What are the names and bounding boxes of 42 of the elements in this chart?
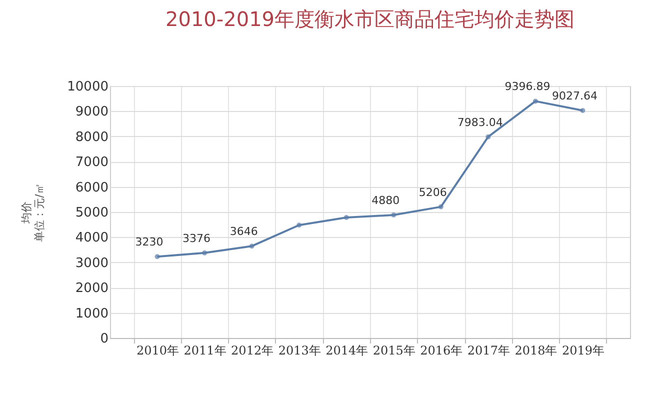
x-tick-label: 2018年 [514, 344, 558, 358]
point [438, 204, 444, 210]
x-tick-label: 2010年 [136, 344, 180, 358]
point [249, 244, 254, 249]
x-tick-label: 2013年 [278, 344, 321, 358]
point [391, 212, 396, 218]
x-tick-label: 2011年 [184, 344, 226, 358]
x-tick-label: 2014年 [326, 344, 368, 358]
x-tick-label: 2019年 [562, 344, 604, 358]
x-tick-label: 2017年 [467, 344, 510, 358]
point [296, 222, 302, 228]
data-label: 3646 [230, 225, 258, 238]
y-tick-label: 10000 [67, 80, 108, 94]
y-tick-label: 7000 [75, 155, 108, 170]
data-label: 4880 [372, 194, 400, 208]
chart-title: 2010-2019年度衡水市区商品住宅均价走势图 [165, 7, 575, 31]
y-tick-label: 0 [100, 332, 108, 346]
point [202, 250, 208, 256]
x-tick-label: 2016年 [420, 344, 463, 358]
y-tick-label: 5000 [75, 206, 108, 220]
text: 单位：元/㎡ [33, 183, 46, 242]
data-label: 9027.64 [552, 90, 598, 103]
data-label: 3376 [182, 232, 211, 245]
y-tick-label: 1000 [75, 306, 108, 322]
data-label: 5206 [418, 186, 447, 199]
y-tick-label: 6000 [75, 180, 108, 196]
point [486, 134, 491, 140]
y-axis-title: 均价 [20, 202, 34, 224]
point [154, 254, 160, 260]
data-label: 9396.89 [504, 80, 550, 94]
x-tick-label: 2012年 [231, 344, 274, 358]
x-tick-label: 2015年 [372, 344, 416, 358]
y-tick-label: 8000 [75, 130, 108, 145]
y-tick-label: 4000 [75, 230, 108, 246]
y-tick-label: 9000 [75, 104, 108, 120]
y-tick-label: 3000 [75, 256, 108, 271]
point [580, 108, 586, 113]
point [532, 98, 538, 104]
point [344, 215, 349, 220]
data-label: 3230 [135, 236, 164, 249]
data-label: 7983.04 [457, 116, 503, 129]
y-tick-label: 2000 [75, 281, 108, 296]
